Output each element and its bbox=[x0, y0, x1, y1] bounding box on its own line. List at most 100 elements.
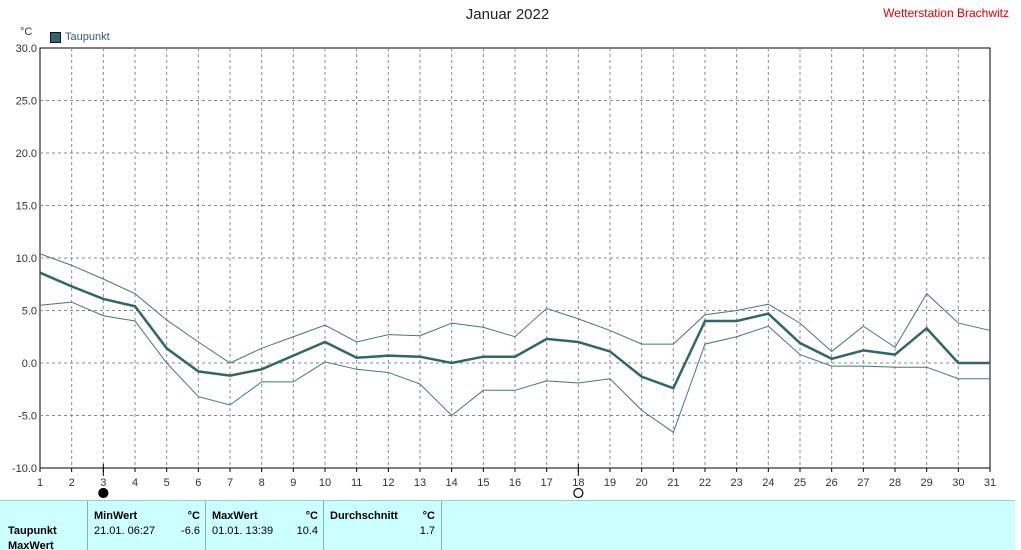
x-tick-label: 31 bbox=[984, 477, 996, 489]
data-point-min bbox=[292, 380, 295, 383]
stats-max-value: 10.4 bbox=[296, 525, 318, 537]
data-point-max bbox=[70, 264, 73, 267]
data-point-min bbox=[165, 362, 168, 365]
stats-avg-value: 1.7 bbox=[419, 525, 435, 537]
data-point-min bbox=[70, 301, 73, 304]
data-point-mean bbox=[165, 347, 168, 350]
data-point-min bbox=[767, 325, 770, 328]
x-tick-label: 12 bbox=[382, 477, 394, 489]
y-tick-label: -5.0 bbox=[18, 411, 37, 423]
data-point-min bbox=[387, 371, 390, 374]
data-point-max bbox=[925, 292, 928, 295]
data-point-min bbox=[482, 389, 485, 392]
x-tick-label: 30 bbox=[952, 477, 964, 489]
x-tick-label: 15 bbox=[477, 477, 489, 489]
data-point-max bbox=[355, 341, 358, 344]
data-point-min bbox=[957, 377, 960, 380]
y-tick-label: -10.0 bbox=[12, 463, 37, 475]
data-point-mean bbox=[229, 374, 232, 377]
data-point-min bbox=[197, 395, 200, 398]
chart-title: Januar 2022 bbox=[465, 6, 550, 23]
x-tick-label: 20 bbox=[636, 477, 648, 489]
data-point-max bbox=[134, 292, 137, 295]
data-point-max bbox=[577, 317, 580, 320]
data-point-min bbox=[355, 368, 358, 371]
data-point-max bbox=[704, 313, 707, 316]
series-line-max bbox=[39, 253, 991, 364]
data-point-mean bbox=[577, 341, 580, 344]
data-point-max bbox=[102, 278, 105, 281]
x-tick-label: 26 bbox=[826, 477, 838, 489]
data-point-max bbox=[482, 326, 485, 329]
station-name: Wetterstation Brachwitz bbox=[883, 6, 1009, 20]
x-tick-label: 6 bbox=[195, 477, 201, 489]
data-point-max bbox=[862, 325, 865, 328]
data-point-mean bbox=[799, 342, 802, 345]
data-point-mean bbox=[292, 354, 295, 357]
x-tick-label: 5 bbox=[164, 477, 170, 489]
y-axis-unit: °C bbox=[20, 26, 33, 38]
data-point-mean bbox=[672, 387, 675, 390]
data-point-max bbox=[989, 329, 992, 332]
stats-max-header: MaxWert bbox=[212, 510, 258, 522]
data-point-min bbox=[450, 414, 453, 417]
x-tick-label: 29 bbox=[921, 477, 933, 489]
stats-row-label-maxwert: MaxWert bbox=[8, 540, 54, 550]
data-point-max bbox=[830, 350, 833, 353]
x-tick-label: 27 bbox=[857, 477, 869, 489]
data-point-max bbox=[640, 343, 643, 346]
data-point-max bbox=[735, 309, 738, 312]
stats-avg-unit: °C bbox=[422, 510, 435, 522]
filled-circle-marker bbox=[98, 487, 109, 499]
data-point-mean bbox=[894, 353, 897, 356]
chart-plot: 30.025.020.015.010.05.00.0-5.0-10.01 2 3 4 5… bbox=[12, 43, 996, 499]
x-tick-label: 18 bbox=[572, 477, 584, 489]
legend-swatch bbox=[50, 31, 61, 43]
x-tick-label: 25 bbox=[794, 477, 806, 489]
data-point-max bbox=[957, 322, 960, 325]
stats-panel: Taupunkt MaxWert MinWert °C 21.01. 06:27… bbox=[0, 500, 1015, 550]
data-point-max bbox=[894, 346, 897, 349]
data-point-mean bbox=[355, 356, 358, 359]
data-point-max bbox=[387, 333, 390, 336]
data-point-mean bbox=[989, 362, 992, 365]
data-point-min bbox=[704, 343, 707, 346]
x-tick-label: 23 bbox=[731, 477, 743, 489]
data-point-max bbox=[419, 334, 422, 337]
data-point-max bbox=[260, 347, 263, 350]
data-point-mean bbox=[450, 362, 453, 365]
data-point-mean bbox=[767, 312, 770, 315]
x-tick-label: 2 bbox=[69, 477, 75, 489]
x-tick-label: 28 bbox=[889, 477, 901, 489]
data-point-min bbox=[830, 365, 833, 368]
data-point-mean bbox=[830, 357, 833, 360]
y-tick-label: 0.0 bbox=[22, 358, 37, 370]
x-tick-label: 17 bbox=[541, 477, 553, 489]
y-tick-label: 25.0 bbox=[16, 96, 37, 108]
data-point-mean bbox=[482, 355, 485, 358]
data-point-mean bbox=[735, 320, 738, 323]
data-point-mean bbox=[957, 362, 960, 365]
data-point-min bbox=[577, 381, 580, 384]
stats-max-datetime: 01.01. 13:39 bbox=[212, 525, 274, 537]
x-tick-label: 7 bbox=[227, 477, 233, 489]
x-tick-label: 10 bbox=[319, 477, 331, 489]
x-tick-label: 9 bbox=[290, 477, 296, 489]
data-point-max bbox=[672, 343, 675, 346]
x-tick-label: 8 bbox=[259, 477, 265, 489]
x-tick-label: 21 bbox=[667, 477, 679, 489]
y-tick-label: 10.0 bbox=[16, 253, 37, 265]
data-point-min bbox=[260, 380, 263, 383]
series-line-mean bbox=[39, 271, 990, 390]
open-circle-marker bbox=[573, 487, 584, 499]
data-point-min bbox=[799, 353, 802, 356]
data-point-mean bbox=[640, 375, 643, 378]
data-point-min bbox=[324, 360, 327, 363]
data-point-max bbox=[767, 303, 770, 306]
data-point-max bbox=[197, 341, 200, 344]
data-point-mean bbox=[419, 355, 422, 358]
stats-min-column: MinWert °C 21.01. 06:27 -6.6 bbox=[87, 501, 206, 550]
stats-avg-header: Durchschnitt bbox=[330, 510, 398, 522]
x-tick-label: 1 bbox=[37, 477, 43, 489]
data-point-min bbox=[134, 320, 137, 323]
